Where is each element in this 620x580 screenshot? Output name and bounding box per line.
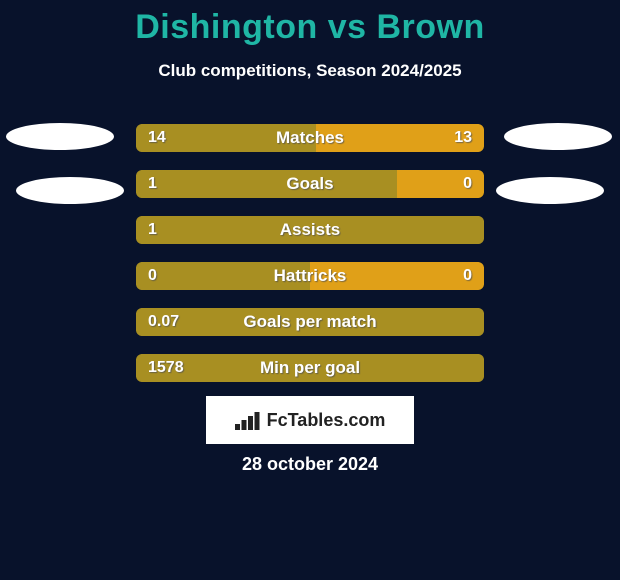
stat-bar-left [136,262,310,290]
stat-bar-left [136,354,484,382]
logo-text: FcTables.com [267,410,386,431]
stat-row: Matches1413 [136,124,484,152]
stat-bar-left [136,308,484,336]
player-badge-oval [496,177,604,204]
stat-row: Min per goal1578 [136,354,484,382]
stat-row: Goals10 [136,170,484,198]
page-title: Dishington vs Brown [0,0,620,47]
stat-bars: Matches1413 Goals10 Assists1 Hattricks00 Goa… [136,124,484,400]
subtitle: Club competitions, Season 2024/2025 [0,61,620,81]
stat-bar-left [136,170,397,198]
comparison-infographic: Dishington vs Brown Club competitions, S… [0,0,620,580]
player-badge-oval [6,123,114,150]
stat-row: Hattricks00 [136,262,484,290]
stat-bar-right [316,124,484,152]
stat-bar-right [310,262,484,290]
date-label: 28 october 2024 [0,454,620,475]
player-badge-oval [16,177,124,204]
stat-bar-right [397,170,484,198]
fctables-logo: FcTables.com [206,396,414,444]
stat-row: Goals per match0.07 [136,308,484,336]
stat-bar-left [136,124,316,152]
bar-chart-icon [235,410,261,430]
player-badge-oval [504,123,612,150]
stat-row: Assists1 [136,216,484,244]
stat-bar-left [136,216,484,244]
